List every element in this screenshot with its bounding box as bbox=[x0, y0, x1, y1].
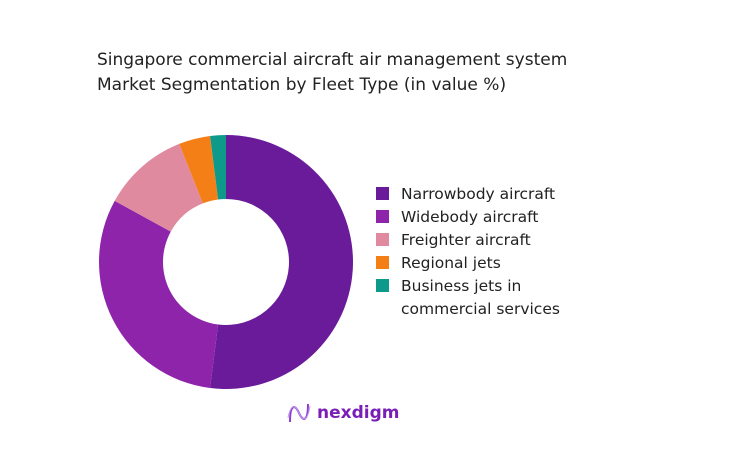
legend-item: Widebody aircraft bbox=[376, 206, 601, 229]
title-line-2: Market Segmentation by Fleet Type (in va… bbox=[97, 75, 507, 95]
slice-business-jets-in-commercial-services bbox=[210, 135, 226, 200]
legend: Narrowbody aircraft Widebody aircraft Frei… bbox=[376, 183, 601, 318]
legend-swatch bbox=[376, 187, 389, 200]
slice-freighter-aircraft bbox=[114, 143, 203, 232]
legend-swatch bbox=[376, 210, 389, 223]
legend-label: Widebody aircraft bbox=[401, 208, 539, 226]
legend-label: Regional jets bbox=[401, 254, 501, 272]
legend-label: Freighter aircraft bbox=[401, 231, 531, 249]
slice-regional-jets bbox=[179, 136, 219, 204]
nexdigm-logo: nexdigm bbox=[287, 402, 399, 424]
legend-swatch bbox=[376, 256, 389, 269]
slice-narrowbody-aircraft bbox=[210, 135, 353, 389]
legend-swatch bbox=[376, 279, 389, 292]
legend-label: Narrowbody aircraft bbox=[401, 185, 556, 203]
logo-icon bbox=[287, 403, 311, 423]
legend-item: Business jets in commercial services bbox=[376, 275, 601, 318]
logo-text: nexdigm bbox=[317, 403, 400, 423]
legend-item: Narrowbody aircraft bbox=[376, 183, 601, 206]
slice-widebody-aircraft bbox=[98, 200, 219, 388]
title-line-1: Singapore commercial aircraft air manage… bbox=[97, 50, 568, 70]
chart-title: Singapore commercial aircraft air manage… bbox=[97, 48, 567, 98]
legend-item: Regional jets bbox=[376, 252, 601, 275]
legend-swatch bbox=[376, 233, 389, 246]
legend-label: Business jets in commercial services bbox=[401, 277, 560, 318]
legend-item: Freighter aircraft bbox=[376, 229, 601, 252]
